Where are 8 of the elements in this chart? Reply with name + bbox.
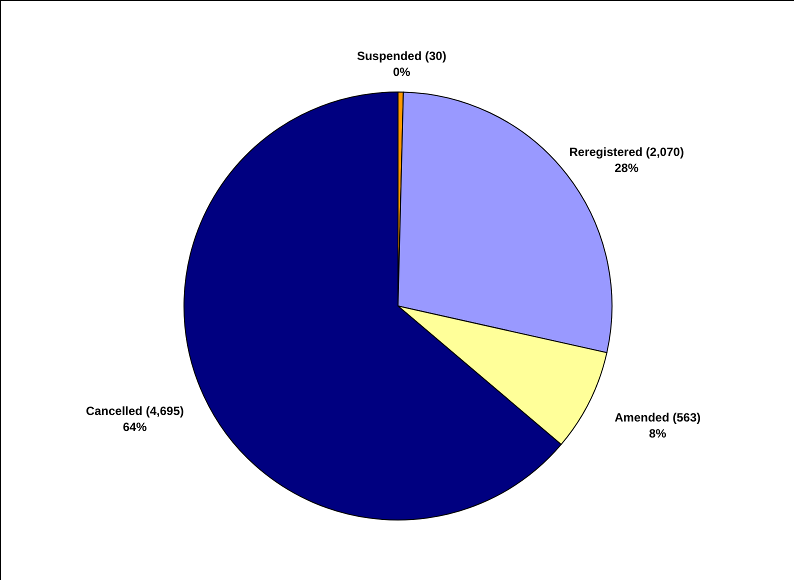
slice-label: Amended (563) xyxy=(614,410,701,424)
data-label: 28% xyxy=(614,161,639,176)
slice-label: Reregistered (2,070) xyxy=(569,145,684,160)
data-label: 0% xyxy=(392,65,411,80)
slice-label: Cancelled (4,695) xyxy=(86,404,184,418)
data-label: 8% xyxy=(648,426,667,440)
slice-label: Suspended (30) xyxy=(356,49,446,64)
data-label: 64% xyxy=(122,420,148,434)
